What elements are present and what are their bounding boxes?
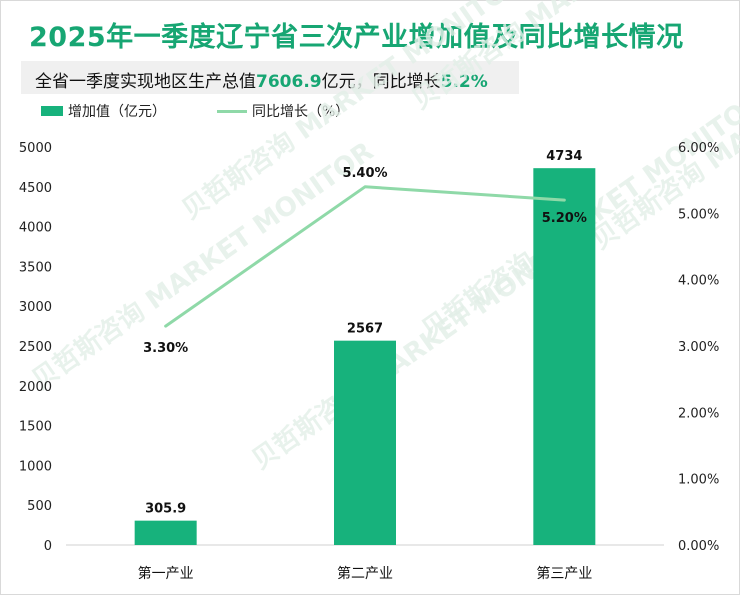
subtitle-prefix: 全省一季度实现地区生产总值	[35, 72, 256, 92]
bar-label-2: 4734	[546, 149, 582, 164]
line-label-0: 3.30%	[143, 341, 188, 356]
y-right-tick-3: 3.00%	[678, 340, 719, 355]
legend-swatch-line	[217, 110, 247, 113]
growth-line	[164, 185, 566, 328]
x-tick-2: 第三产业	[536, 565, 592, 582]
legend-label-bar: 增加值（亿元）	[68, 104, 166, 120]
y-left-tick-5: 2500	[19, 340, 52, 355]
y-right-tick-1: 1.00%	[678, 473, 719, 488]
y-left-tick-4: 2000	[19, 380, 52, 395]
subtitle-growth: 5.2%	[440, 72, 488, 92]
bar-label-0: 305.9	[145, 502, 186, 517]
y-right-tick-0: 0.00%	[678, 539, 719, 554]
y-left-tick-8: 4000	[19, 221, 52, 236]
bar-0	[134, 520, 197, 545]
subtitle-middle: 亿元，同比增长	[321, 72, 441, 92]
watermark-1: 贝哲斯咨询 MARKET MONITOR	[176, 0, 529, 226]
line-label-1: 5.40%	[342, 166, 387, 181]
y-right-tick-4: 4.00%	[678, 274, 719, 289]
y-right-tick-6: 6.00%	[678, 141, 719, 156]
x-tick-0: 第一产业	[138, 565, 194, 582]
y-left-tick-2: 1000	[19, 459, 52, 474]
y-left-tick-0: 0	[44, 539, 52, 554]
legend-label-line: 同比增长（%）	[252, 104, 350, 120]
y-right-tick-5: 5.00%	[678, 207, 719, 222]
y-left-tick-10: 5000	[19, 141, 52, 156]
bar-2	[533, 168, 596, 546]
line-label-2: 5.20%	[542, 211, 587, 226]
bar-1	[334, 340, 396, 545]
subtitle-total-value: 7606.9	[256, 72, 322, 92]
x-tick-1: 第二产业	[337, 565, 393, 582]
legend-swatch-bar	[41, 106, 63, 116]
y-left-tick-9: 4500	[19, 181, 52, 196]
chart-title: 2025年一季度辽宁省三次产业增加值及同比增长情况	[29, 22, 684, 53]
watermark-0: 贝哲斯咨询 MARKET MONITOR	[26, 136, 379, 396]
y-left-tick-6: 3000	[19, 300, 52, 315]
y-left-tick-7: 3500	[19, 260, 52, 275]
y-left-tick-3: 1500	[19, 420, 52, 435]
bar-label-1: 2567	[347, 322, 383, 337]
y-left-tick-1: 500	[27, 499, 52, 514]
subtitle: 全省一季度实现地区生产总值7606.9亿元，同比增长5.2%	[35, 67, 488, 92]
subtitle-box: 全省一季度实现地区生产总值7606.9亿元，同比增长5.2%	[21, 61, 519, 94]
y-right-tick-2: 2.00%	[678, 406, 719, 421]
